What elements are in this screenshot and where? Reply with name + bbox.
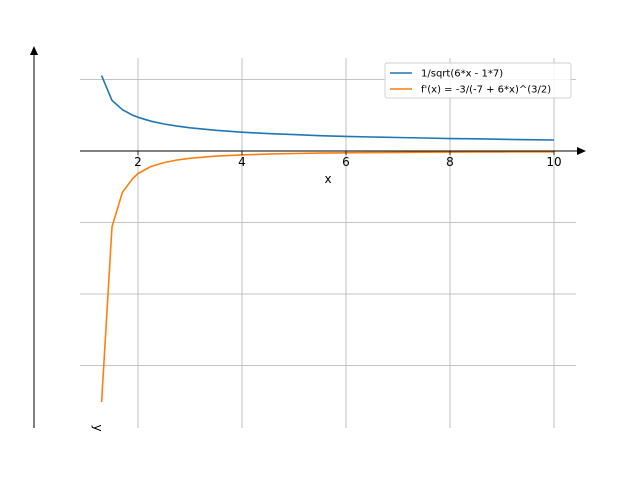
series-line-2 [100, 151, 554, 403]
x-tick-label-10: 10 [546, 155, 561, 169]
x-axis-label: x [324, 172, 331, 186]
series-line-1 [100, 75, 555, 141]
legend-label-2: f'(x) = -3/(-7 + 6*x)^(3/2) [421, 85, 551, 96]
y-axis-label: y [91, 424, 105, 431]
axes [30, 46, 586, 428]
series-layer [100, 75, 555, 403]
x-ticks: 2 4 6 8 10 [134, 151, 562, 169]
y-axis-arrow-icon [30, 46, 38, 55]
x-tick-label-2: 2 [134, 155, 142, 169]
legend-label-1: 1/sqrt(6*x - 1*7) [421, 69, 503, 80]
grid-lines [80, 58, 576, 428]
x-tick-label-6: 6 [342, 155, 350, 169]
legend-box [384, 62, 572, 99]
x-tick-label-4: 4 [238, 155, 246, 169]
legend: 1/sqrt(6*x - 1*7) f'(x) = -3/(-7 + 6*x)^(… [384, 62, 572, 99]
x-axis-arrow-icon [577, 147, 586, 155]
x-tick-label-8: 8 [446, 155, 454, 169]
